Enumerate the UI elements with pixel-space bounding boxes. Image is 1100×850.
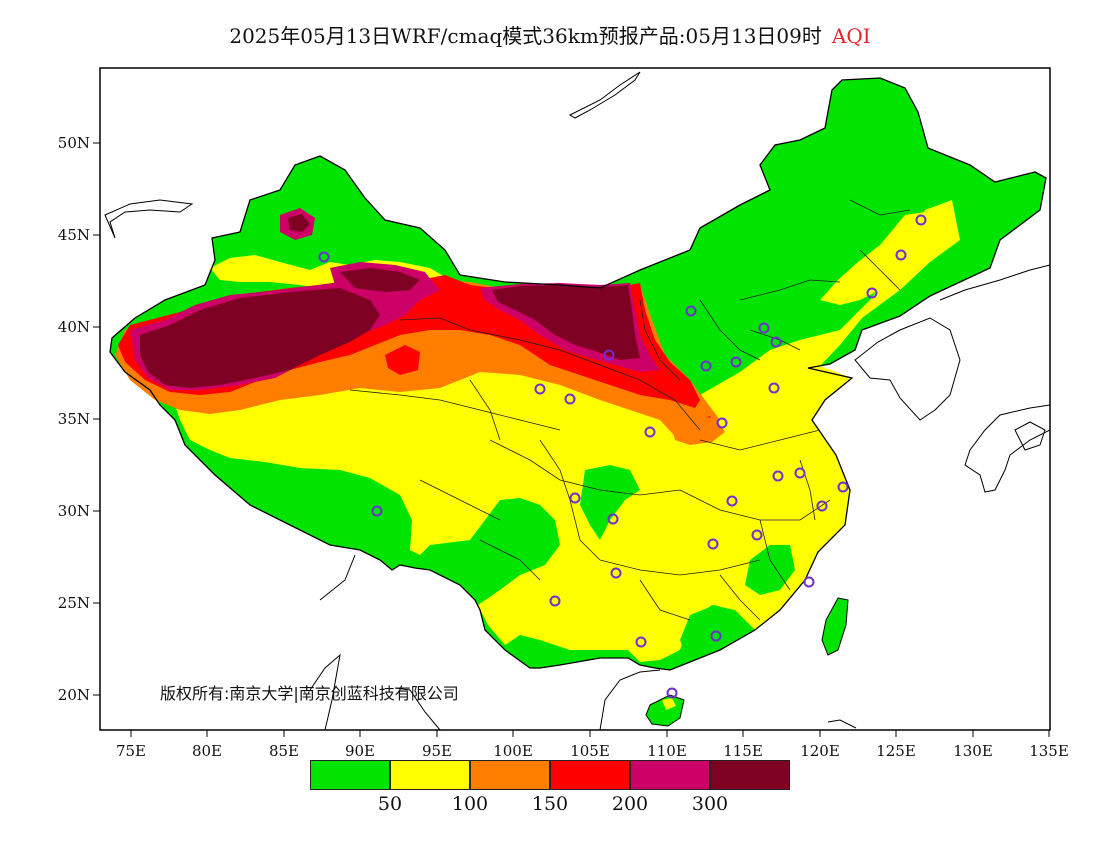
map-title: 2025年05月13日WRF/cmaq模式36km预报产品:05月13日09时 A… bbox=[0, 20, 1100, 49]
lon-label: 125E bbox=[876, 742, 916, 760]
lat-labels: 50N 45N 40N 35N 30N 25N 20N bbox=[58, 134, 90, 704]
lat-label: 25N bbox=[58, 594, 90, 612]
region-good-sichuan bbox=[580, 465, 640, 540]
legend-swatch-very-unhealthy bbox=[630, 760, 710, 790]
island-taiwan bbox=[821, 597, 849, 656]
lat-label: 50N bbox=[58, 134, 90, 152]
region-good-jiangxi bbox=[745, 545, 795, 595]
lat-axis bbox=[93, 142, 100, 696]
neighbour-outlines bbox=[104, 71, 1050, 730]
legend-label: 300 bbox=[691, 793, 729, 815]
lat-label: 30N bbox=[58, 502, 90, 520]
lon-label: 85E bbox=[269, 742, 299, 760]
lat-label: 40N bbox=[58, 318, 90, 336]
lon-labels: 75E 80E 85E 90E 95E 100E 105E 110E 115E … bbox=[116, 742, 1069, 760]
legend-label: 100 bbox=[451, 793, 489, 815]
lon-label: 110E bbox=[647, 742, 687, 760]
china-border bbox=[109, 77, 1047, 671]
island-hainan bbox=[645, 694, 685, 727]
color-legend bbox=[310, 760, 790, 792]
lon-label: 100E bbox=[493, 742, 533, 760]
lat-label: 20N bbox=[58, 686, 90, 704]
region-moderate-south bbox=[175, 200, 960, 662]
lon-label: 105E bbox=[570, 742, 610, 760]
legend-swatch-sensitive bbox=[470, 760, 550, 790]
legend-swatch-unhealthy bbox=[550, 760, 630, 790]
province-boundaries bbox=[349, 199, 911, 621]
station-markers bbox=[318, 214, 927, 699]
lon-label: 115E bbox=[723, 742, 763, 760]
legend-label: 150 bbox=[531, 793, 569, 815]
region-good-guangxi bbox=[680, 605, 752, 655]
lon-label: 80E bbox=[192, 742, 222, 760]
lon-label: 90E bbox=[345, 742, 375, 760]
lat-label: 35N bbox=[58, 410, 90, 428]
lat-label: 45N bbox=[58, 226, 90, 244]
lon-label: 135E bbox=[1029, 742, 1069, 760]
title-variable: AQI bbox=[831, 24, 871, 48]
island-hainan-yellow bbox=[662, 698, 676, 710]
legend-swatch-moderate bbox=[390, 760, 470, 790]
region-hazardous-altai bbox=[288, 214, 310, 232]
copyright-text: 版权所有:南京大学|南京创蓝科技有限公司 bbox=[160, 684, 459, 703]
lon-label: 120E bbox=[800, 742, 840, 760]
map-plot-area bbox=[104, 71, 1050, 730]
lon-label: 75E bbox=[116, 742, 146, 760]
legend-swatch-good bbox=[310, 760, 390, 790]
legend-swatch-hazardous bbox=[710, 760, 790, 790]
region-hazardous-gurbantunggut bbox=[340, 268, 420, 292]
region-hazardous-taklamakan bbox=[140, 288, 380, 388]
title-main: 2025年05月13日WRF/cmaq模式36km预报产品:05月13日09时 bbox=[229, 24, 822, 48]
lon-label: 130E bbox=[953, 742, 993, 760]
legend-label: 50 bbox=[377, 793, 403, 815]
lon-label: 95E bbox=[422, 742, 452, 760]
legend-label: 200 bbox=[611, 793, 649, 815]
region-unhealthy-qinghai bbox=[385, 345, 420, 375]
region-moderate-northeast bbox=[820, 212, 948, 305]
region-sensitive-henan bbox=[670, 416, 725, 445]
region-hazardous-badain bbox=[492, 285, 640, 360]
lon-axis bbox=[130, 730, 1050, 737]
map-frame bbox=[99, 67, 1051, 731]
